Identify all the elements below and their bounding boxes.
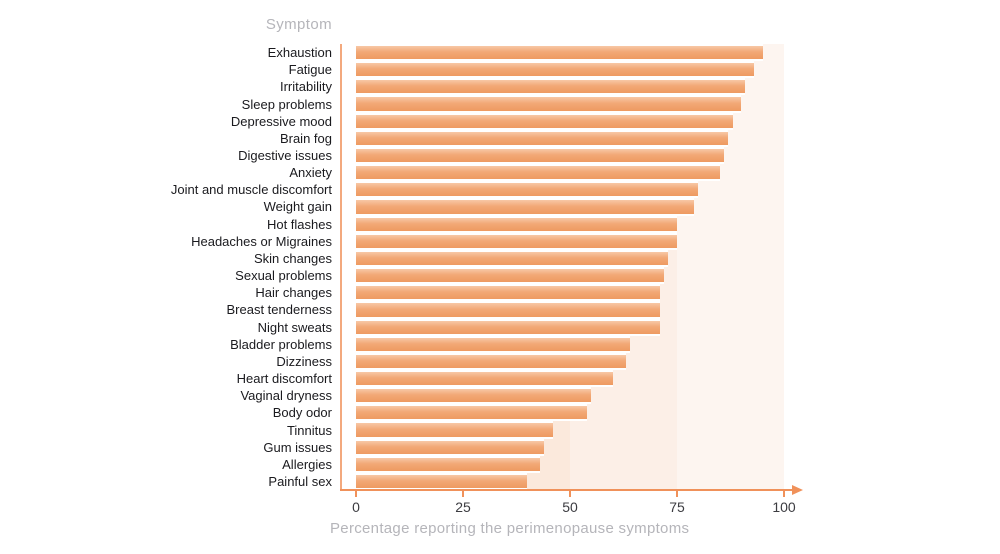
bar-row <box>356 112 784 130</box>
bar-row <box>356 387 784 405</box>
bar-rows <box>356 44 784 491</box>
category-label: Painful sex <box>268 473 332 489</box>
category-label: Bladder problems <box>230 336 332 352</box>
x-tick-label: 25 <box>455 499 471 515</box>
bar <box>356 112 733 130</box>
category-label: Body odor <box>272 405 332 421</box>
category-label: Heart discomfort <box>236 371 332 387</box>
x-tick <box>355 491 357 497</box>
x-axis-caption: Percentage reporting the perimenopause s… <box>330 520 690 537</box>
bar <box>356 387 592 405</box>
bar <box>356 78 746 96</box>
bar-row <box>356 181 784 199</box>
bar <box>356 146 725 165</box>
category-label: Irritability <box>279 79 332 95</box>
bar-row <box>356 146 784 165</box>
x-tick-label: 100 <box>772 499 796 515</box>
bar-row <box>356 95 784 113</box>
category-label: Gum issues <box>263 439 332 455</box>
category-label: Hair changes <box>255 285 332 301</box>
bar <box>356 215 677 233</box>
category-label: Hot flashes <box>266 216 332 232</box>
bar-row <box>356 284 784 302</box>
bar-row <box>356 335 784 353</box>
category-label: Headaches or Migraines <box>191 233 332 249</box>
category-label: Weight gain <box>263 199 332 215</box>
category-label: Joint and muscle discomfort <box>170 182 332 198</box>
y-axis-line <box>340 44 342 490</box>
bar-row <box>356 164 784 182</box>
category-label: Night sweats <box>257 319 332 335</box>
category-label: Tinnitus <box>286 422 332 438</box>
bar <box>356 61 755 79</box>
category-label: Exhaustion <box>267 45 332 61</box>
bar <box>356 455 541 473</box>
bar-row <box>356 352 784 370</box>
x-tick-label: 75 <box>669 499 685 515</box>
x-axis-ticks <box>355 491 785 497</box>
bar <box>356 249 669 268</box>
bar-row <box>356 215 784 233</box>
category-label: Anxiety <box>289 165 332 181</box>
bar-row <box>356 267 784 285</box>
bar-row <box>356 232 784 250</box>
bar-row <box>356 78 784 96</box>
bar <box>356 352 626 370</box>
bar-row <box>356 404 784 422</box>
bar <box>356 232 677 250</box>
bar <box>356 284 660 302</box>
bar-row <box>356 472 784 491</box>
bar <box>356 164 720 182</box>
category-label: Fatigue <box>288 62 332 78</box>
category-label: Sexual problems <box>235 268 332 284</box>
bar <box>356 318 660 336</box>
bar-row <box>356 301 784 319</box>
x-tick <box>783 491 785 497</box>
bar <box>356 95 742 113</box>
category-label: Depressive mood <box>230 113 332 129</box>
bar <box>356 369 613 388</box>
x-tick-label: 0 <box>352 499 360 515</box>
bar-row <box>356 438 784 456</box>
bar-row <box>356 318 784 336</box>
y-axis-title: Symptom <box>265 16 332 33</box>
category-label: Skin changes <box>253 250 332 266</box>
x-axis-tick-labels: 0 25 50 75 100 <box>352 499 796 515</box>
bar <box>356 421 553 439</box>
category-label: Vaginal dryness <box>240 388 332 404</box>
category-label: Digestive issues <box>238 148 332 164</box>
plot-area <box>356 44 784 491</box>
category-label: Allergies <box>282 456 332 472</box>
bar-row <box>356 421 784 439</box>
bar <box>356 335 630 353</box>
bar <box>356 267 665 285</box>
category-label: Breast tenderness <box>226 302 332 318</box>
bar-row <box>356 249 784 268</box>
bar <box>356 472 528 491</box>
x-tick <box>676 491 678 497</box>
bar <box>356 301 660 319</box>
bar <box>356 44 763 62</box>
bar-row <box>356 44 784 62</box>
bar-row <box>356 198 784 216</box>
bar-row <box>356 129 784 147</box>
x-axis-arrow-icon <box>792 485 803 495</box>
bar-row <box>356 455 784 473</box>
bar <box>356 198 695 216</box>
x-tick <box>462 491 464 497</box>
x-tick <box>569 491 571 497</box>
category-labels-column: Exhaustion Fatigue Irritability Sleep probl… <box>0 44 332 490</box>
category-label: Sleep problems <box>241 96 332 112</box>
x-axis-line <box>340 489 792 491</box>
bar <box>356 129 729 147</box>
category-label: Dizziness <box>276 353 332 369</box>
x-tick-label: 50 <box>562 499 578 515</box>
bar <box>356 438 545 456</box>
bar <box>356 181 699 199</box>
bar <box>356 404 588 422</box>
bar-row <box>356 369 784 388</box>
category-label: Brain fog <box>279 130 332 146</box>
bar-row <box>356 61 784 79</box>
